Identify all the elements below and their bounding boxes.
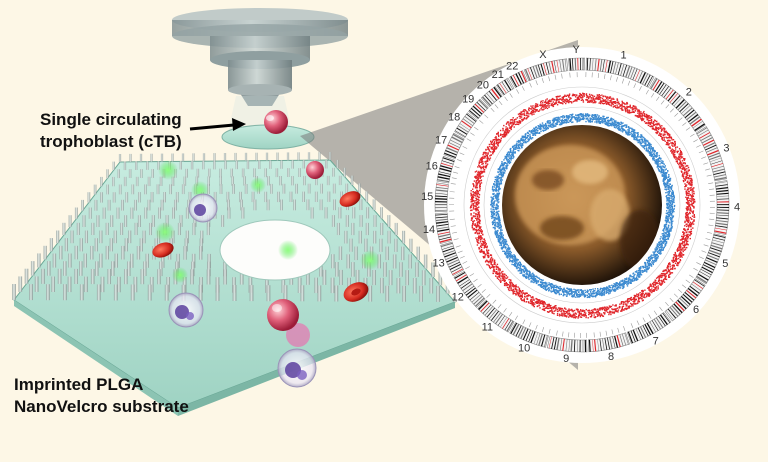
substrate-label-line2: NanoVelcro substrate: [14, 397, 189, 416]
substrate-label-line1: Imprinted PLGA: [14, 375, 144, 394]
chromosome-label: 12: [452, 292, 464, 304]
microscope-lens: [172, 8, 348, 132]
position-ticks: [448, 72, 715, 338]
imprint-hole: [219, 219, 331, 281]
ctb-label: Single circulating trophoblast (cTB): [40, 109, 182, 153]
chromosome-label: 5: [722, 258, 728, 270]
chromosome-ideogram: [434, 57, 730, 353]
chromosome-label: 15: [421, 191, 433, 203]
blue-copy-number-track: [483, 106, 681, 304]
chromosome-label: 6: [693, 304, 699, 316]
ctb-label-line2: trophoblast (cTB): [40, 132, 182, 151]
capture-plate: [221, 110, 315, 150]
white-blood-cell: [188, 193, 218, 223]
nanopillar-array: [12, 152, 457, 302]
white-blood-cell: [168, 292, 204, 328]
green-glow: [250, 177, 266, 193]
chromosome-label: 13: [432, 258, 444, 270]
red-blood-cell: [339, 191, 361, 207]
chromosome-label: 19: [462, 94, 474, 106]
chromosome-label: 3: [723, 143, 729, 155]
chromosome-label: Y: [573, 44, 581, 56]
chromosome-label: 16: [426, 161, 438, 173]
chromosome-label: 11: [482, 322, 493, 334]
chromosome-label: 10: [518, 343, 530, 355]
chromosome-label: 4: [734, 202, 740, 214]
substrate-label: Imprinted PLGA NanoVelcro substrate: [14, 374, 189, 418]
chromosome-label: X: [539, 49, 547, 61]
green-glow: [155, 222, 175, 242]
pink-glow: [286, 323, 310, 347]
red-copy-number-track: [463, 86, 701, 324]
fetal-face: [515, 145, 660, 270]
ctb-cell: [267, 299, 299, 331]
chromosome-label: 2: [686, 87, 692, 99]
ctb-label-line1: Single circulating: [40, 110, 182, 129]
chromosome-label: 9: [563, 353, 569, 365]
chromosome-label: 14: [423, 224, 435, 236]
green-glow: [172, 267, 188, 283]
chromosome-label: 21: [492, 69, 504, 81]
green-glow: [360, 250, 380, 270]
nanovelcro-substrate: [12, 152, 457, 416]
ctb-cell-captured: [264, 110, 288, 134]
chromosome-label: 1: [620, 50, 626, 62]
chromosome-label: 8: [608, 351, 614, 363]
chromosome-label: 7: [653, 335, 659, 347]
green-glow: [278, 240, 298, 260]
ctb-cell: [306, 161, 324, 179]
chromosome-label: 20: [477, 80, 489, 92]
white-blood-cell: [277, 348, 317, 388]
chromosome-label: 18: [448, 111, 460, 123]
chromosome-label: 17: [435, 134, 447, 146]
arrow-right: [189, 118, 246, 131]
red-blood-cell: [152, 242, 174, 258]
cells: [152, 160, 380, 388]
chromosome-label: 22: [506, 61, 518, 73]
green-glow: [158, 160, 178, 180]
